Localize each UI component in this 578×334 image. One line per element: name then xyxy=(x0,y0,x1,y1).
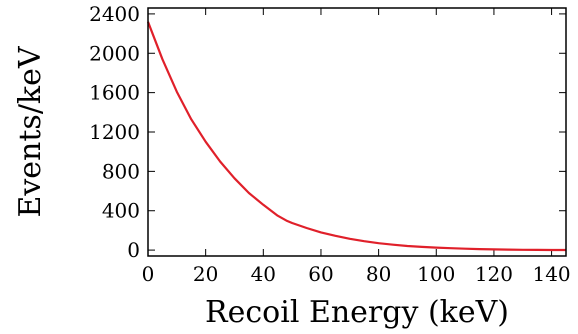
y-tick-label: 400 xyxy=(102,199,140,223)
y-tick-label: 0 xyxy=(127,238,140,262)
series-layer xyxy=(146,21,566,252)
plot-frame xyxy=(147,7,567,257)
x-tick-label: 120 xyxy=(475,262,513,286)
x-tick-label: 20 xyxy=(193,262,218,286)
x-axis-ticks: 0 20 40 60 80 100 120 140 xyxy=(142,8,571,286)
y-tick-label: 2000 xyxy=(89,41,140,65)
x-tick-label: 80 xyxy=(366,262,391,286)
y-tick-label: 1600 xyxy=(89,81,140,105)
y-tick-label: 800 xyxy=(102,159,140,183)
x-tick-label: 100 xyxy=(417,262,455,286)
x-tick-label: 60 xyxy=(308,262,333,286)
x-tick-label: 0 xyxy=(142,262,155,286)
y-tick-label: 2400 xyxy=(89,2,140,26)
series-line xyxy=(146,21,566,252)
x-axis-title: Recoil Energy (keV) xyxy=(205,295,509,330)
x-tick-label: 40 xyxy=(251,262,276,286)
y-axis-ticks: 0 400 800 1200 1600 2000 2400 xyxy=(89,2,566,262)
y-tick-label: 1200 xyxy=(89,120,140,144)
y-axis-title: Events/keV xyxy=(13,45,48,217)
x-tick-label: 140 xyxy=(532,262,570,286)
